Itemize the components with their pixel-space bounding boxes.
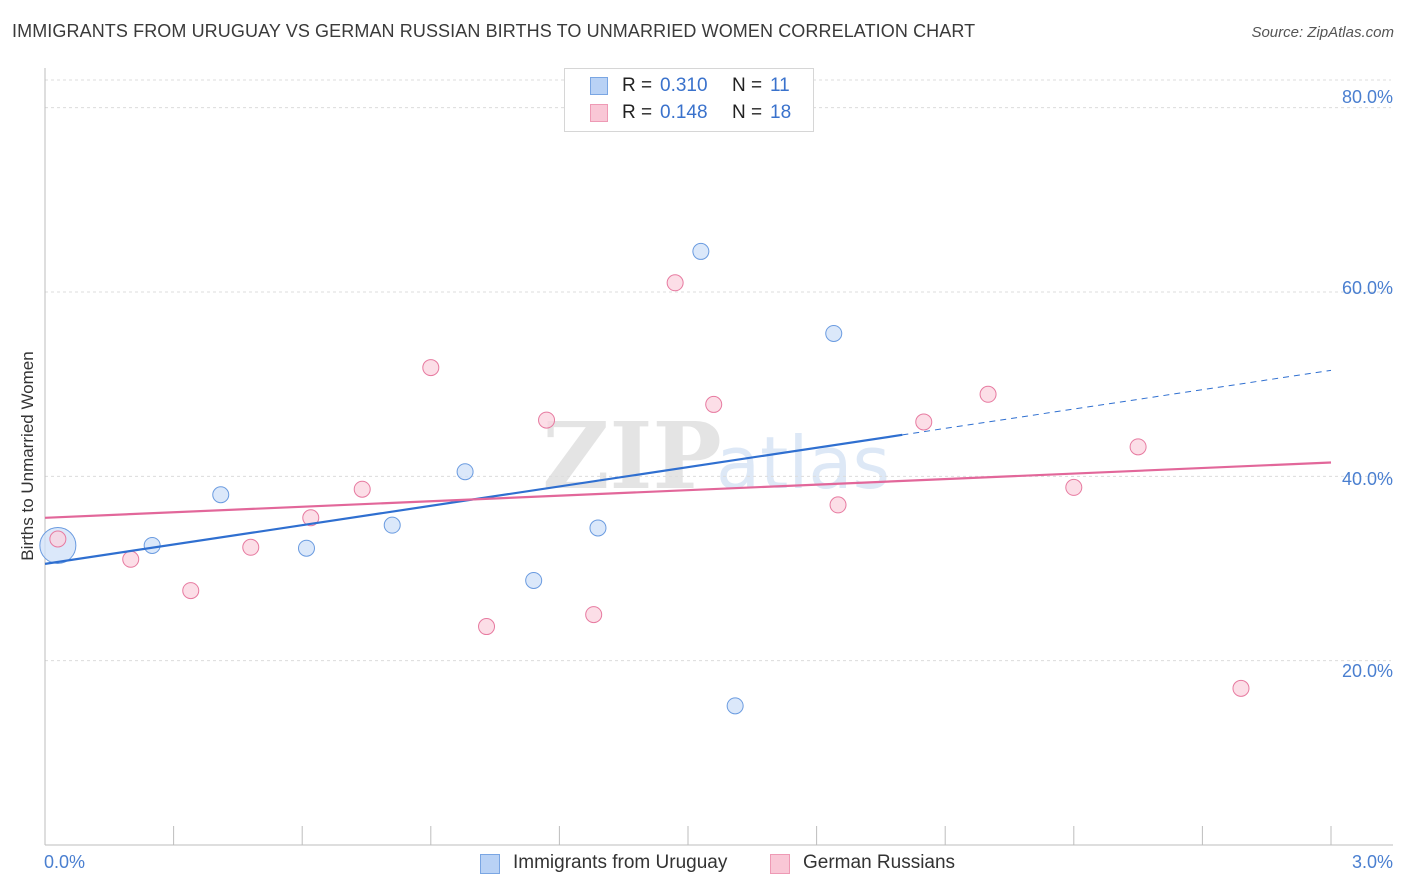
n-label: N = bbox=[732, 102, 763, 123]
german-russians-point bbox=[302, 509, 320, 527]
german-russians-trend-line bbox=[44, 461, 1332, 519]
uruguay-point bbox=[297, 539, 315, 557]
german-russians-point bbox=[1232, 679, 1250, 697]
german-russians-point bbox=[49, 530, 67, 548]
r-label: R = bbox=[622, 102, 653, 123]
uruguay-point bbox=[383, 516, 401, 534]
x-tick-label: 0.0% bbox=[44, 852, 86, 872]
watermark-atlas: atlas bbox=[716, 421, 890, 505]
y-tick-label: 20.0% bbox=[1341, 661, 1393, 681]
german-russians-point bbox=[1065, 478, 1083, 496]
uruguay-point bbox=[825, 324, 843, 342]
r-value: 0.310 bbox=[660, 75, 708, 96]
r-value: 0.148 bbox=[660, 102, 708, 123]
german-russians-point bbox=[915, 413, 933, 431]
uruguay-point bbox=[143, 536, 161, 554]
correlation-legend: R = 0.310 N = 11 R = 0.148 N = 18 bbox=[564, 68, 814, 132]
uruguay-swatch bbox=[590, 77, 608, 95]
watermark-zip: ZIP bbox=[542, 402, 721, 510]
source-label: Source: ZipAtlas.com bbox=[1251, 24, 1394, 41]
german-russians-swatch bbox=[770, 854, 790, 874]
german-russians-point bbox=[538, 411, 556, 429]
chart-title: IMMIGRANTS FROM URUGUAY VS GERMAN RUSSIA… bbox=[12, 21, 976, 41]
german-russians-point bbox=[122, 550, 140, 568]
german-russians-point bbox=[353, 480, 371, 498]
y-tick-label: 60.0% bbox=[1341, 278, 1393, 298]
x-tick-label: 3.0% bbox=[1351, 852, 1393, 872]
german-russians-point bbox=[242, 538, 260, 556]
uruguay-point bbox=[525, 571, 543, 589]
n-value: 11 bbox=[770, 75, 790, 96]
german-russians-point bbox=[829, 496, 847, 514]
german-russians-point bbox=[478, 618, 496, 636]
german-russians-point bbox=[666, 274, 684, 292]
uruguay-point bbox=[726, 697, 744, 715]
uruguay-point bbox=[692, 242, 710, 260]
r-label: R = bbox=[622, 75, 653, 96]
y-tick-label: 80.0% bbox=[1341, 87, 1393, 107]
uruguay-trend-extension bbox=[902, 369, 1332, 436]
german-russians-point bbox=[585, 606, 603, 624]
german-russians-point bbox=[979, 385, 997, 403]
german-russians-point bbox=[182, 582, 200, 600]
n-label: N = bbox=[732, 75, 763, 96]
uruguay-point bbox=[589, 519, 607, 537]
y-tick-label: 40.0% bbox=[1341, 469, 1393, 489]
german-russians-swatch bbox=[590, 104, 608, 122]
german-russians-point bbox=[422, 359, 440, 377]
legend-label: Immigrants from Uruguay bbox=[513, 852, 728, 873]
n-value: 18 bbox=[770, 102, 792, 123]
uruguay-point bbox=[212, 486, 230, 504]
legend-label: German Russians bbox=[803, 852, 956, 873]
uruguay-point bbox=[456, 463, 474, 481]
uruguay-swatch bbox=[480, 854, 500, 874]
german-russians-point bbox=[1129, 438, 1147, 456]
german-russians-point bbox=[705, 395, 723, 413]
